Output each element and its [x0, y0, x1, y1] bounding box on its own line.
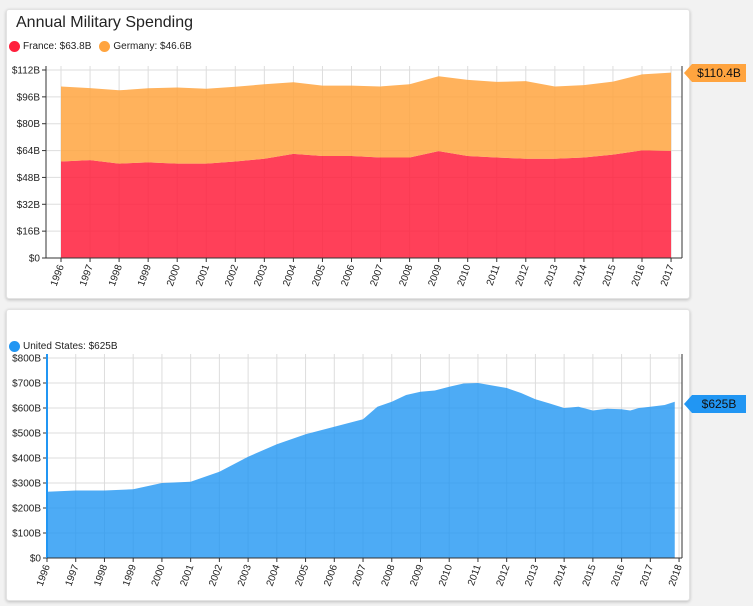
legend-item-france[interactable]: France: $63.8B	[9, 41, 91, 52]
y-tick-label: $700B	[12, 379, 41, 390]
x-tick-label: 2010	[437, 563, 455, 588]
y-tick-label: $64B	[17, 146, 41, 157]
x-tick-label: 2012	[495, 563, 513, 588]
x-tick-label: 2001	[179, 563, 197, 588]
y-tick-label: $112B	[12, 66, 41, 77]
y-tick-label: $96B	[17, 92, 41, 103]
x-tick-label: 2005	[293, 563, 311, 588]
y-tick-label: $16B	[17, 227, 41, 238]
value-badge	[684, 395, 746, 413]
legend-label-germany: Germany: $46.6B	[113, 41, 192, 52]
x-tick-label: 2007	[351, 563, 369, 588]
x-tick-label: 2011	[466, 563, 484, 587]
united-states-legend-dot	[9, 341, 20, 352]
x-tick-label: 2000	[150, 563, 168, 588]
legend-top: France: $63.8B Germany: $46.6B	[9, 41, 200, 52]
area-series-france	[61, 150, 672, 258]
value-badge	[684, 64, 746, 82]
x-tick-label: 1996	[35, 563, 53, 588]
chart-title: Annual Military Spending	[16, 14, 193, 31]
x-tick-label: 2018	[667, 563, 685, 588]
x-tick-label: 2016	[609, 563, 627, 588]
value-badge-text: $110.4B	[697, 66, 741, 80]
x-tick-label: 1998	[92, 563, 110, 588]
y-tick-label: $800B	[12, 354, 41, 365]
x-tick-label: 2004	[265, 563, 283, 588]
legend-item-united-states[interactable]: United States: $625B	[9, 341, 118, 352]
x-tick-label: 2015	[581, 563, 599, 588]
y-tick-label: $300B	[12, 479, 41, 490]
x-tick-label: 2006	[322, 563, 340, 588]
x-tick-label: 2013	[523, 563, 541, 588]
y-tick-label: $48B	[17, 173, 41, 184]
legend-label-united-states: United States: $625B	[23, 341, 118, 352]
value-badge-text: $625B	[702, 397, 737, 411]
x-tick-label: 2008	[380, 563, 398, 588]
x-tick-label: 2017	[638, 563, 656, 588]
y-tick-label: $100B	[12, 529, 41, 540]
area-series-germany	[61, 72, 672, 164]
y-tick-label: $600B	[12, 404, 41, 415]
y-tick-label: $400B	[12, 454, 41, 465]
area-series-united-states	[47, 383, 675, 558]
x-tick-label: 1999	[121, 563, 139, 588]
y-tick-label: $32B	[17, 200, 41, 211]
x-tick-label: 2003	[236, 563, 254, 588]
germany-legend-dot	[99, 41, 111, 52]
legend-item-germany[interactable]: Germany: $46.6B	[99, 41, 192, 52]
y-tick-label: $0	[30, 554, 42, 565]
france-legend-dot	[9, 41, 20, 52]
y-tick-label: $500B	[12, 429, 41, 440]
x-tick-label: 2002	[207, 563, 225, 588]
y-tick-label: $80B	[17, 119, 41, 130]
y-tick-label: $0	[29, 254, 41, 265]
legend-bottom: United States: $625B	[9, 341, 126, 352]
x-tick-label: 2014	[552, 563, 570, 588]
legend-label-france: France: $63.8B	[23, 41, 92, 52]
x-tick-label: 1997	[64, 563, 82, 588]
x-tick-label: 2009	[408, 563, 426, 588]
y-tick-label: $200B	[12, 504, 41, 515]
